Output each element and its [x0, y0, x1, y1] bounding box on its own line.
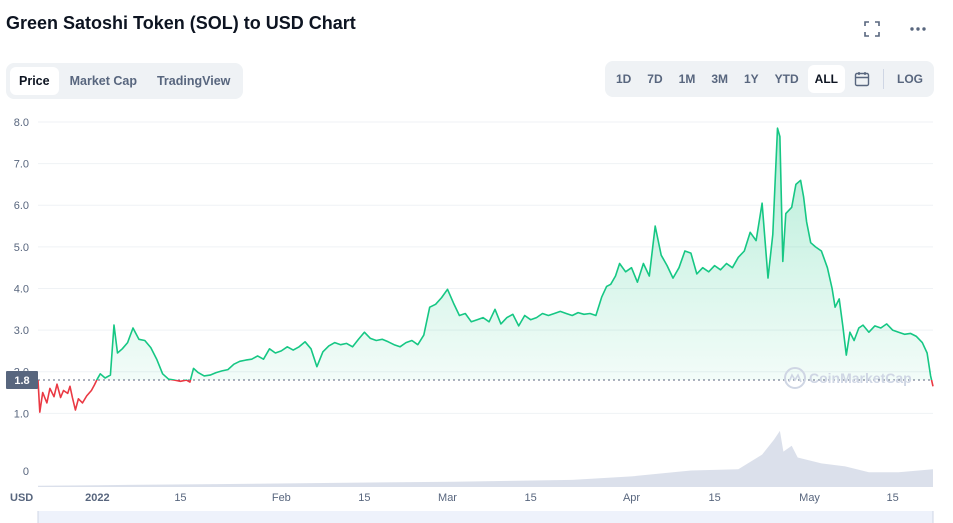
price-area [38, 128, 933, 381]
y-tick-label: 5.0 [14, 242, 29, 254]
y-tick-label: 3.0 [14, 325, 29, 337]
fullscreen-icon[interactable] [863, 20, 881, 38]
range-1d[interactable]: 1D [615, 72, 632, 86]
range-navigator [38, 511, 933, 523]
x-tick-label: 15 [174, 492, 186, 504]
volume-area [38, 430, 933, 487]
volume-tick-label: 0 [23, 466, 29, 478]
range-all[interactable]: ALL [807, 65, 845, 93]
x-tick-label: Mar [438, 492, 457, 504]
currency-label: USD [10, 492, 33, 504]
x-tick-label: Feb [272, 492, 291, 504]
page-title: Green Satoshi Token (SOL) to USD Chart [6, 13, 356, 33]
x-tick-label: 15 [708, 492, 720, 504]
current-price-label: 1.8 [14, 375, 29, 387]
log-toggle[interactable]: LOG [897, 72, 923, 86]
coinmarketcap-logo-mark [788, 373, 802, 383]
y-tick-label: 4.0 [14, 283, 29, 295]
y-tick-label: 7.0 [14, 159, 29, 171]
range-7d[interactable]: 7D [647, 72, 663, 86]
range-ytd[interactable]: YTD [774, 72, 799, 86]
range-1y[interactable]: 1Y [743, 72, 759, 86]
tab-market-cap[interactable]: Market Cap [69, 74, 137, 88]
tab-tradingview[interactable]: TradingView [156, 74, 231, 88]
coinmarketcap-logo [784, 367, 806, 389]
y-tick-label: 6.0 [14, 200, 29, 212]
x-tick-label: 2022 [85, 492, 109, 504]
x-tick-label: Apr [623, 492, 640, 504]
current-price-badge [6, 371, 38, 390]
y-tick-label: 1.0 [14, 408, 29, 420]
price-line-up [95, 127, 933, 381]
tab-price[interactable]: Price [10, 67, 59, 95]
range-3m[interactable]: 3M [711, 72, 728, 86]
range-divider [883, 69, 884, 89]
x-tick-label: 15 [887, 492, 899, 504]
x-tick-label: 15 [358, 492, 370, 504]
y-tick-label: 8.0 [14, 117, 29, 129]
x-tick-label: 15 [524, 492, 536, 504]
x-tick-label: May [799, 492, 820, 504]
more-icon[interactable] [909, 20, 927, 38]
range-1m[interactable]: 1M [678, 72, 696, 86]
chart-tabs: Price Market Cap TradingView [6, 63, 244, 99]
watermark: CoinMarketCap [809, 370, 912, 386]
range-selector: 1D 7D 1M 3M 1Y YTD ALL LOG [604, 61, 934, 97]
calendar-icon[interactable] [847, 65, 877, 93]
